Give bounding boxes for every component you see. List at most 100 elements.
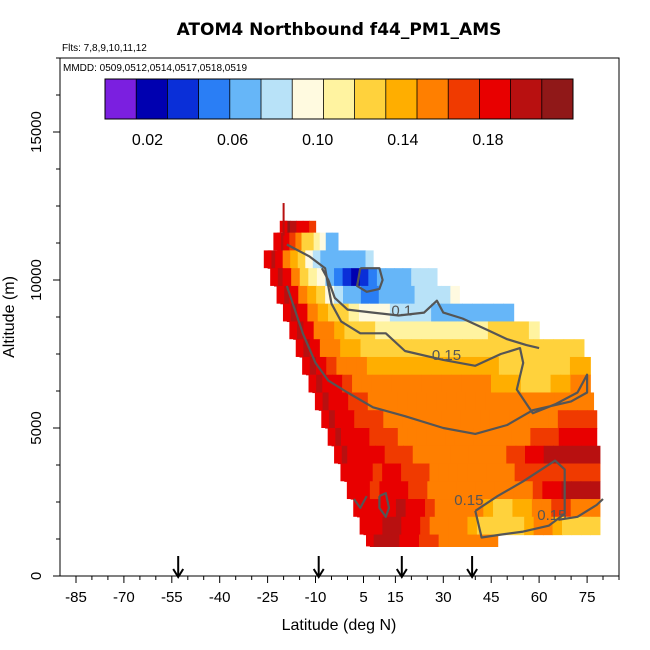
y-axis: 0 5000 10000 15000: [28, 57, 60, 580]
contour-line: [285, 243, 589, 435]
heatmap-cell: [401, 463, 412, 482]
heatmap-cell: [510, 374, 522, 394]
heatmap-cell: [383, 410, 394, 429]
heatmap-cells: [263, 203, 601, 547]
heatmap-cell: [390, 339, 402, 358]
heatmap-cell: [402, 268, 412, 287]
heatmap-cell: [468, 445, 479, 465]
profile-cell: [366, 534, 374, 547]
heatmap-cell: [289, 220, 297, 234]
heatmap-cell: [416, 321, 428, 340]
heatmap-cell: [514, 463, 525, 482]
heatmap-cell: [366, 356, 378, 376]
heatmap-cell: [571, 463, 582, 482]
heatmap-cell: [495, 516, 506, 536]
colorbar-swatch: [292, 79, 324, 119]
heatmap-cell: [500, 374, 512, 394]
heatmap-cell: [302, 220, 310, 234]
heatmap-cell: [531, 499, 543, 518]
heatmap-cell: [513, 481, 524, 500]
colorbar-swatch: [198, 79, 231, 119]
heatmap-cell: [369, 428, 380, 447]
heatmap-cell: [296, 220, 304, 234]
heatmap-cell: [386, 499, 397, 518]
y-axis-label: Altitude (m): [1, 276, 18, 358]
heatmap-cell: [590, 463, 601, 482]
heatmap-cell: [450, 285, 460, 305]
heatmap-cell: [312, 374, 323, 394]
heatmap-cell: [384, 445, 395, 465]
heatmap-cell: [357, 250, 367, 269]
heatmap-cell: [280, 285, 290, 305]
heatmap-cell: [473, 428, 484, 447]
heatmap-cell: [365, 250, 374, 269]
heatmap-cell: [448, 463, 459, 482]
heatmap-cell: [439, 516, 450, 536]
heatmap-cell: [525, 445, 535, 465]
contour-label: 0.1: [391, 303, 412, 320]
heatmap-cell: [514, 516, 525, 536]
heatmap-cell: [325, 232, 333, 251]
colorbar-tick-label: 0.18: [472, 132, 503, 149]
colorbar-swatch: [354, 79, 387, 119]
heatmap-cell: [319, 232, 327, 251]
heatmap-cell: [580, 481, 591, 500]
heatmap-cell: [459, 445, 470, 465]
heatmap-cell: [356, 445, 367, 465]
heatmap-cell: [457, 463, 468, 482]
heatmap-cell: [334, 321, 346, 340]
colorbar-swatch: [261, 79, 293, 119]
heatmap-cell: [369, 534, 381, 547]
contour-line: [356, 267, 384, 293]
heatmap-cell: [411, 374, 423, 394]
heatmap-cell: [318, 392, 330, 411]
heatmap-cell: [323, 321, 335, 340]
heatmap-cell: [551, 481, 563, 500]
heatmap-cell: [366, 499, 378, 518]
heatmap-cell: [325, 410, 336, 429]
heatmap-cell: [326, 356, 338, 376]
arrow-head: [466, 568, 478, 579]
heatmap-cell: [397, 428, 408, 447]
colorbar-swatch: [448, 79, 480, 119]
x-tick-label: -25: [257, 589, 279, 606]
heatmap-cell: [417, 356, 429, 376]
heatmap-cell: [375, 445, 386, 465]
y-tick-label: 15000: [28, 111, 45, 153]
heatmap-cell: [492, 303, 504, 323]
heatmap-cell: [350, 339, 362, 358]
heatmap-cell: [344, 410, 355, 429]
heatmap-cell: [540, 374, 552, 394]
heatmap-cell: [428, 268, 438, 287]
y-tick-label: 10000: [28, 259, 45, 301]
heatmap-cell: [360, 285, 371, 305]
heatmap-cell: [431, 339, 443, 358]
heatmap-cell: [446, 321, 458, 340]
x-tick-label: -85: [65, 589, 87, 606]
heatmap-cell: [293, 321, 305, 340]
heatmap-cell: [334, 410, 346, 429]
heatmap-cell: [354, 321, 366, 340]
heatmap-cell: [396, 285, 407, 305]
heatmap-cell: [363, 516, 374, 536]
heatmap-cell: [509, 410, 520, 429]
heatmap-cell: [487, 321, 499, 340]
heatmap-cell: [405, 285, 416, 305]
profile-cell: [340, 463, 349, 482]
heatmap-cell: [316, 268, 327, 287]
colorbar-frame: [104, 78, 574, 120]
heatmap-cell: [416, 428, 427, 447]
heatmap-cell: [351, 268, 361, 287]
heatmap-cell: [328, 392, 339, 411]
x-tick-label: 45: [483, 589, 500, 606]
contour-label: 0.15: [454, 492, 483, 509]
colorbar-swatch: [105, 79, 137, 119]
heatmap-cell: [340, 428, 352, 447]
heatmap-cell: [458, 534, 469, 547]
heatmap-cell: [538, 410, 549, 429]
x-tick-label: 15: [387, 589, 404, 606]
heatmap-cell: [475, 392, 487, 411]
heatmap-cell: [411, 339, 423, 358]
heatmap-cell: [313, 232, 321, 251]
heatmap-cell: [382, 463, 393, 482]
